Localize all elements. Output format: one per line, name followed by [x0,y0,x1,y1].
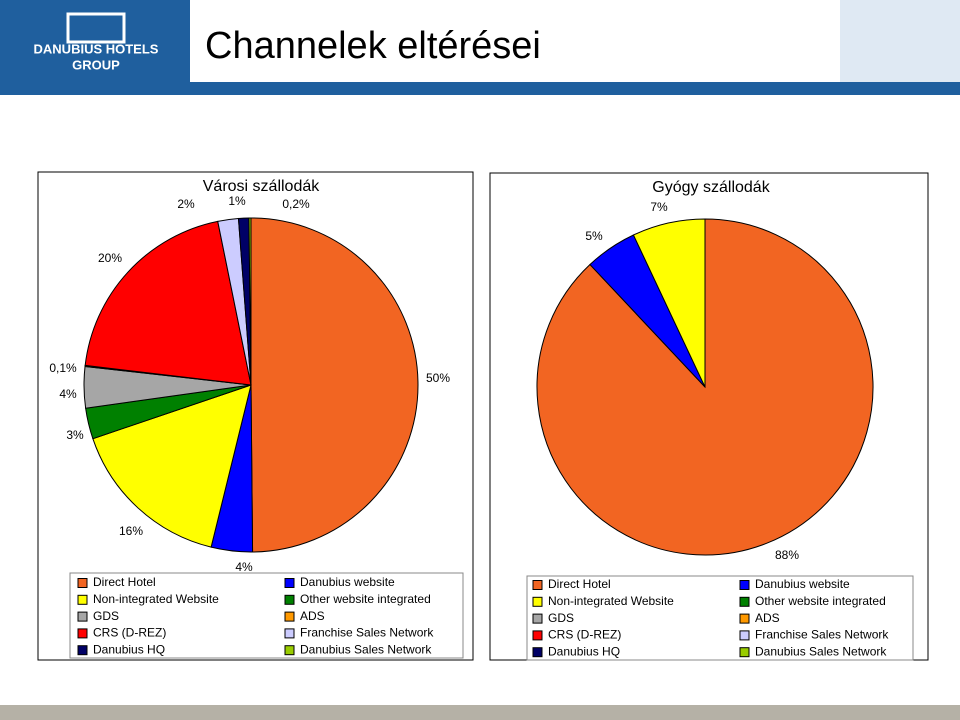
legend-swatch [77,611,88,622]
legend-label: Danubius HQ [93,642,165,656]
legend-swatch [739,613,750,624]
legend-swatch [532,596,543,607]
data-label: 50% [426,371,450,385]
legend-swatch [739,647,750,658]
data-label: 1% [228,194,246,208]
data-label: 0,1% [49,361,77,375]
legend-label: Other website integrated [755,594,886,608]
legend-label: Franchise Sales Network [300,626,434,640]
slide-title: Channelek eltérései [205,25,541,67]
legend-swatch [532,647,543,658]
data-label: 16% [119,524,143,538]
logo-text: DANUBIUS HOTELS [34,41,159,56]
legend-swatch [284,628,295,639]
legend-label: Non-integrated Website [548,594,674,608]
data-label: 4% [235,560,253,574]
chart-title: Gyógy szállodák [652,179,770,196]
legend-label: Other website integrated [300,592,431,606]
legend-swatch [284,594,295,605]
legend-swatch [77,578,88,588]
legend-label: Direct Hotel [93,575,156,589]
legend-label: CRS (D-REZ) [93,626,166,640]
legend-label: Danubius website [755,577,850,591]
logo-text: GROUP [72,57,120,72]
logo-mark [66,12,126,44]
legend-label: ADS [755,611,780,625]
legend-swatch [77,628,88,639]
data-label: 20% [98,251,122,265]
legend-label: Direct Hotel [548,577,611,591]
data-label: 5% [585,229,603,243]
legend-swatch [77,594,88,605]
legend-swatch [739,630,750,641]
legend-label: Danubius HQ [548,644,620,658]
pie-slice [248,217,252,386]
legend-label: CRS (D-REZ) [548,628,621,642]
legend-swatch [284,645,295,656]
pie-slice [250,217,419,553]
data-label: 0,2% [282,197,310,211]
pie-slice [84,220,252,386]
legend-box [526,575,914,661]
legend-swatch [739,596,750,607]
data-label: 3% [66,428,84,442]
legend-swatch [532,580,543,590]
data-label: 4% [59,387,77,401]
legend-swatch [284,611,295,622]
legend-swatch [77,645,88,656]
legend-label: GDS [548,611,574,625]
legend-swatch [739,580,750,590]
legend-label: Danubius website [300,575,395,589]
header-stripe [0,82,960,95]
legend-swatch [284,578,295,588]
legend-swatch [532,613,543,624]
legend-label: Danubius Sales Network [300,642,432,656]
legend-label: Danubius Sales Network [755,644,887,658]
data-label: 88% [775,548,799,562]
data-label: 2% [177,197,195,211]
legend-label: GDS [93,609,119,623]
legend-label: Franchise Sales Network [755,628,889,642]
decoration [840,0,960,82]
legend-label: Non-integrated Website [93,592,219,606]
legend-box [69,572,464,659]
chart-title: Városi szállodák [203,178,321,195]
footer-bar [0,705,960,720]
legend-swatch [532,630,543,641]
legend-label: ADS [300,609,325,623]
data-label: 7% [650,200,668,214]
